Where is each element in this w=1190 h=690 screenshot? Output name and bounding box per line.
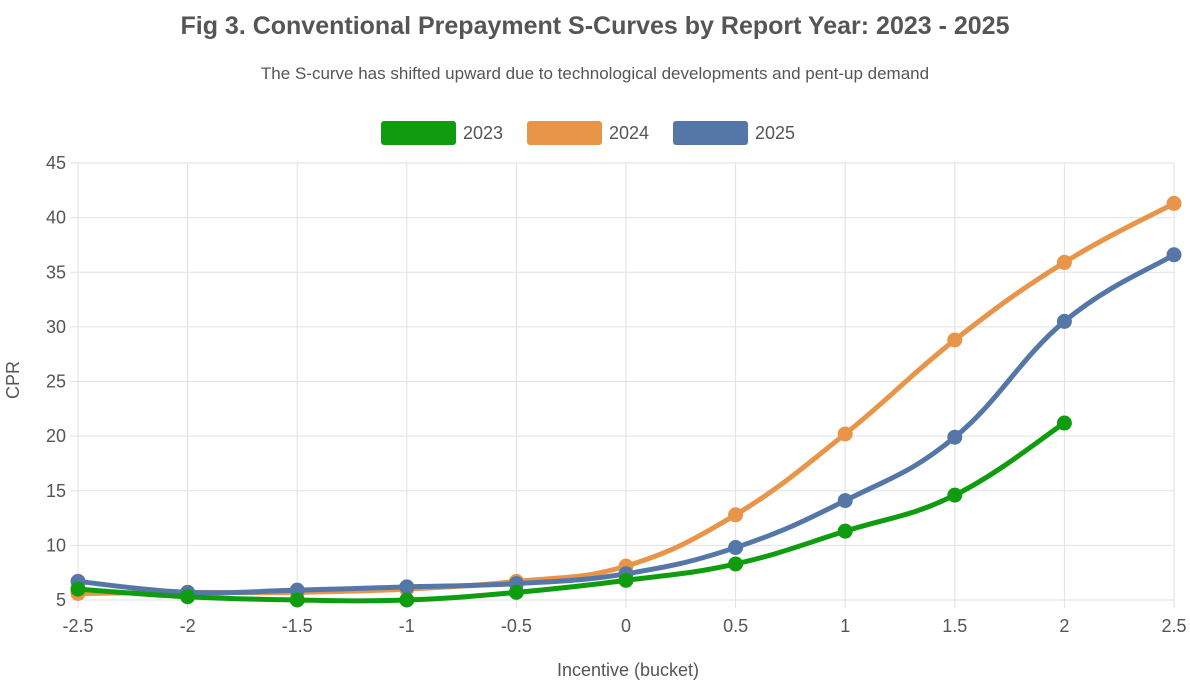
y-tick-label: 40 <box>46 208 66 228</box>
x-tick-label: -2.5 <box>62 616 93 636</box>
legend-item-2024[interactable]: 2024 <box>527 121 649 145</box>
y-tick-label: 30 <box>46 317 66 337</box>
data-point-2023 <box>837 523 853 539</box>
data-point-2024 <box>1056 254 1072 270</box>
x-tick-label: -1.5 <box>282 616 313 636</box>
data-point-2023 <box>508 584 524 600</box>
data-point-2023 <box>1056 415 1072 431</box>
chart-subtitle: The S-curve has shifted upward due to te… <box>260 64 930 83</box>
series-2023 <box>70 415 1072 608</box>
data-point-2024 <box>947 332 963 348</box>
legend-swatch-2023 <box>381 121 456 145</box>
x-tick-label: 1 <box>840 616 850 636</box>
data-point-2025 <box>1056 313 1072 329</box>
series-group <box>70 195 1182 608</box>
data-point-2024 <box>728 507 744 523</box>
data-point-2024 <box>837 426 853 442</box>
series-line-2025 <box>75 252 1177 596</box>
data-point-2023 <box>947 487 963 503</box>
y-tick-label: 35 <box>46 262 66 282</box>
data-point-2023 <box>399 592 415 608</box>
y-tick-label: 25 <box>46 372 66 392</box>
x-tick-label: 0.5 <box>723 616 748 636</box>
data-point-2025 <box>1166 247 1182 263</box>
legend-swatch-2025 <box>673 121 748 145</box>
data-point-2025 <box>728 540 744 556</box>
y-tick-label: 5 <box>56 590 66 610</box>
legend[interactable]: 2023 2024 2025 <box>381 121 795 145</box>
x-tick-label: -1 <box>399 616 415 636</box>
y-axis-label: CPR <box>3 361 23 399</box>
y-tick-label: 45 <box>46 153 66 173</box>
x-tick-label: -2 <box>180 616 196 636</box>
x-axis-label: Incentive (bucket) <box>557 660 699 680</box>
data-point-2023 <box>289 592 305 608</box>
y-tick-label: 20 <box>46 426 66 446</box>
legend-label-2023: 2023 <box>463 123 503 143</box>
data-point-2023 <box>180 589 196 605</box>
x-tick-label: 0 <box>621 616 631 636</box>
series-line-2023 <box>75 420 1067 604</box>
x-tick-label: 1.5 <box>942 616 967 636</box>
chart-title: Fig 3. Conventional Prepayment S-Curves … <box>180 12 1010 40</box>
legend-label-2025: 2025 <box>755 123 795 143</box>
data-point-2023 <box>618 572 634 588</box>
data-point-2025 <box>947 429 963 445</box>
data-point-2023 <box>728 556 744 572</box>
data-point-2024 <box>1166 195 1182 211</box>
x-tick-label: 2.5 <box>1161 616 1186 636</box>
data-point-2023 <box>70 581 86 597</box>
y-tick-label: 10 <box>46 535 66 555</box>
x-axis-ticks: -2.5 -2 -1.5 -1 -0.5 0 0.5 1 1.5 2 2.5 <box>62 616 1186 636</box>
legend-item-2025[interactable]: 2025 <box>673 121 795 145</box>
data-point-2025 <box>837 493 853 509</box>
grid-lines <box>70 162 1175 608</box>
legend-item-2023[interactable]: 2023 <box>381 121 503 145</box>
x-tick-label: 2 <box>1059 616 1069 636</box>
data-point-2025 <box>399 579 415 595</box>
legend-swatch-2024 <box>527 121 602 145</box>
y-tick-label: 15 <box>46 481 66 501</box>
y-axis-ticks: 5 10 15 20 25 30 35 40 45 <box>46 153 66 610</box>
legend-label-2024: 2024 <box>609 123 649 143</box>
x-tick-label: -0.5 <box>501 616 532 636</box>
